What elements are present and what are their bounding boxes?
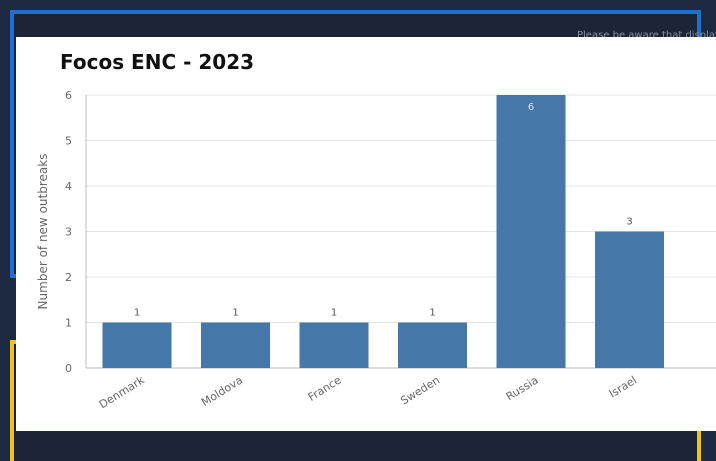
chart-title: Focos ENC - 2023 (60, 50, 255, 74)
data-label: 1 (134, 308, 140, 319)
y-tick-label: 4 (65, 180, 72, 193)
x-tick-label: Russia (504, 374, 541, 404)
y-tick-label: 2 (65, 271, 72, 284)
y-axis-label: Number of new outbreaks (36, 154, 50, 310)
y-tick-label: 6 (65, 89, 72, 102)
bar-moldova (201, 322, 270, 368)
data-label: 3 (626, 217, 632, 228)
y-tick-label: 5 (65, 135, 72, 148)
x-tick-label: Moldova (199, 374, 245, 410)
y-tick-label: 1 (65, 317, 72, 330)
bar-israel (595, 231, 664, 368)
y-tick-label: 0 (65, 362, 72, 375)
data-label: 6 (528, 102, 534, 113)
bar-sweden (398, 322, 467, 368)
y-tick-label: 3 (65, 226, 72, 239)
x-tick-label: France (306, 373, 344, 404)
x-tick-label: Israel (607, 374, 639, 401)
bar-russia (496, 95, 566, 368)
x-tick-label: Sweden (398, 374, 442, 408)
display-notice-text: Please be aware that display (577, 30, 716, 41)
x-tick-label: Denmark (97, 373, 147, 411)
data-label: 1 (331, 308, 337, 319)
data-label: 1 (429, 308, 435, 319)
data-label: 1 (232, 308, 238, 319)
bar-france (299, 322, 369, 368)
bar-denmark (102, 322, 172, 368)
